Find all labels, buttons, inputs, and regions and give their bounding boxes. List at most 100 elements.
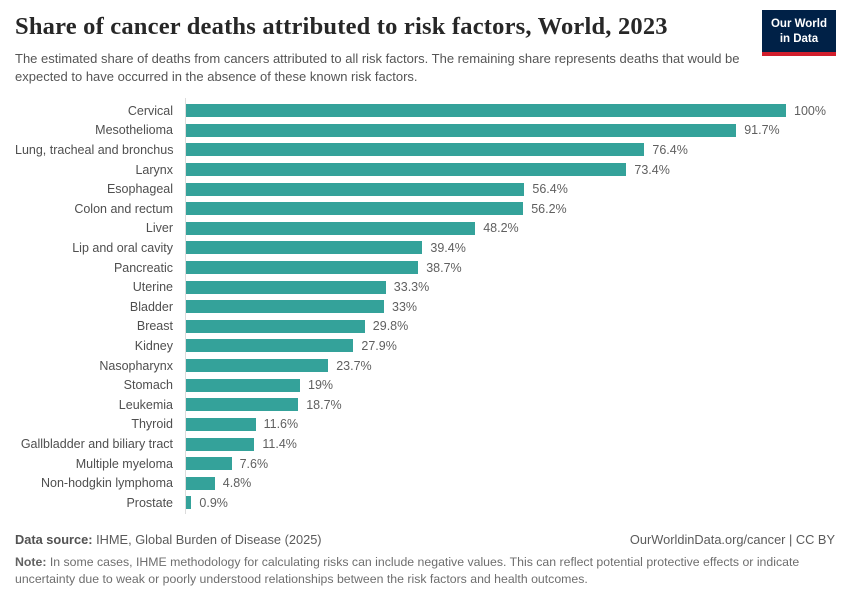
bar[interactable] [186, 104, 786, 118]
bar-row[interactable]: Lip and oral cavity 39.4% [15, 238, 835, 258]
bar[interactable] [186, 182, 525, 196]
bar-track: 100% [186, 101, 826, 121]
bar-category-label: Prostate [126, 495, 173, 510]
y-axis-line [185, 97, 186, 514]
bar-track: 0.9% [186, 493, 786, 513]
bar-value-label: 0.9% [199, 495, 228, 510]
bar[interactable] [186, 300, 384, 314]
bar-track: 56.4% [186, 179, 786, 199]
bar-track: 7.6% [186, 454, 786, 474]
bar-row[interactable]: Bladder 33% [15, 297, 835, 317]
bar-row[interactable]: Colon and rectum 56.2% [15, 199, 835, 219]
bar[interactable] [186, 123, 737, 137]
bar-category-label: Leukemia [118, 397, 173, 412]
chart-footer: Data source: IHME, Global Burden of Dise… [15, 532, 835, 588]
bar-track: 73.4% [186, 160, 786, 180]
bar-row[interactable]: Multiple myeloma 7.6% [15, 454, 835, 474]
bar-track: 18.7% [186, 395, 786, 415]
footnote-text: In some cases, IHME methodology for calc… [15, 554, 800, 586]
bar[interactable] [186, 417, 256, 431]
bar-value-label: 11.6% [263, 417, 299, 432]
bar[interactable] [186, 319, 365, 333]
bar-row[interactable]: Kidney 27.9% [15, 336, 835, 356]
bar-row[interactable]: Liver 48.2% [15, 219, 835, 239]
bar-value-label: 33% [392, 299, 418, 314]
bar[interactable] [186, 280, 386, 294]
bar-category-label: Liver [145, 221, 173, 236]
bar-value-label: 39.4% [430, 240, 466, 255]
bar-row[interactable]: Breast 29.8% [15, 317, 835, 337]
bar-row[interactable]: Pancreatic 38.7% [15, 258, 835, 278]
bar-value-label: 91.7% [744, 123, 780, 138]
bar-row[interactable]: Uterine 33.3% [15, 277, 835, 297]
bar-track: 56.2% [186, 199, 786, 219]
bar-row[interactable]: Mesothelioma 91.7% [15, 120, 835, 140]
attribution-link[interactable]: OurWorldinData.org/cancer | CC BY [629, 531, 835, 547]
bar-category-label: Cervical [127, 103, 173, 118]
bar-track: 29.8% [186, 317, 786, 337]
bar-chart: Cervical 100% Mesothelioma 91.7% Lung, trach… [15, 97, 835, 514]
bar[interactable] [186, 457, 232, 471]
bar[interactable] [186, 437, 255, 451]
bar[interactable] [186, 202, 524, 216]
bar-row[interactable]: Cervical 100% [15, 101, 835, 121]
bar[interactable] [186, 163, 627, 176]
bar[interactable] [186, 143, 645, 157]
bar[interactable] [186, 359, 329, 373]
bar-track: 11.4% [186, 434, 786, 454]
chart-header: Share of cancer deaths attributed to ris… [0, 0, 850, 86]
bar-track: 23.7% [186, 356, 786, 376]
data-source-text: IHME, Global Burden of Disease (2025) [96, 531, 322, 547]
bar[interactable] [186, 476, 215, 490]
data-source: Data source: IHME, Global Burden of Dise… [15, 532, 322, 547]
source-row: Data source: IHME, Global Burden of Dise… [15, 532, 835, 547]
bar-row[interactable]: Thyroid 11.6% [15, 415, 835, 435]
bar-value-label: 100% [794, 103, 826, 118]
bar-category-label: Kidney [134, 338, 173, 353]
bar[interactable] [186, 339, 354, 353]
data-source-label: Data source: [15, 531, 93, 547]
bar-track: 39.4% [186, 238, 786, 258]
bar-row[interactable]: Stomach 19% [15, 375, 835, 395]
bar-row[interactable]: Leukemia 18.7% [15, 395, 835, 415]
footnote-label: Note: [15, 554, 47, 569]
bar-value-label: 29.8% [372, 319, 409, 334]
bar-value-label: 48.2% [483, 221, 519, 236]
bar-row[interactable]: Nasopharynx 23.7% [15, 356, 835, 376]
bar-value-label: 56.4% [532, 182, 568, 197]
bar-category-label: Lung, tracheal and bronchus [15, 142, 174, 157]
bar[interactable] [186, 378, 300, 392]
bar-category-label: Gallbladder and biliary tract [20, 437, 173, 452]
bar-category-label: Thyroid [131, 417, 173, 432]
owid-logo[interactable]: Our World in Data [761, 10, 836, 56]
page-subtitle: The estimated share of deaths from cance… [15, 51, 740, 84]
bar-category-label: Stomach [123, 378, 173, 393]
bar-row[interactable]: Gallbladder and biliary tract 11.4% [15, 434, 835, 454]
bar-category-label: Bladder [129, 299, 173, 314]
bar-track: 38.7% [186, 258, 786, 278]
bar-category-label: Esophageal [106, 182, 173, 197]
bar-rows: Cervical 100% Mesothelioma 91.7% Lung, trach… [15, 101, 835, 513]
bar-row[interactable]: Esophageal 56.4% [15, 179, 835, 199]
bar-category-label: Colon and rectum [74, 201, 173, 216]
bar-row[interactable]: Non-hodgkin lymphoma 4.8% [15, 473, 835, 493]
bar-category-label: Pancreatic [113, 260, 173, 275]
bar-category-label: Nasopharynx [99, 358, 173, 373]
bar-track: 33% [186, 297, 786, 317]
bar-track: 76.4% [186, 140, 786, 160]
bar-track: 11.6% [186, 415, 786, 435]
bar[interactable] [186, 496, 192, 510]
bar-value-label: 76.4% [652, 142, 688, 157]
bar-row[interactable]: Prostate 0.9% [15, 493, 835, 513]
footnote: Note: In some cases, IHME methodology fo… [15, 554, 835, 588]
bar[interactable] [186, 398, 299, 412]
bar[interactable] [186, 221, 476, 235]
bar-track: 19% [186, 375, 786, 395]
bar-row[interactable]: Larynx 73.4% [15, 160, 835, 180]
bar-row[interactable]: Lung, tracheal and bronchus 76.4% [15, 140, 835, 160]
owid-logo-line2: in Data [779, 32, 819, 45]
bar[interactable] [186, 261, 419, 275]
bar[interactable] [186, 241, 423, 255]
bar-value-label: 18.7% [306, 397, 342, 412]
